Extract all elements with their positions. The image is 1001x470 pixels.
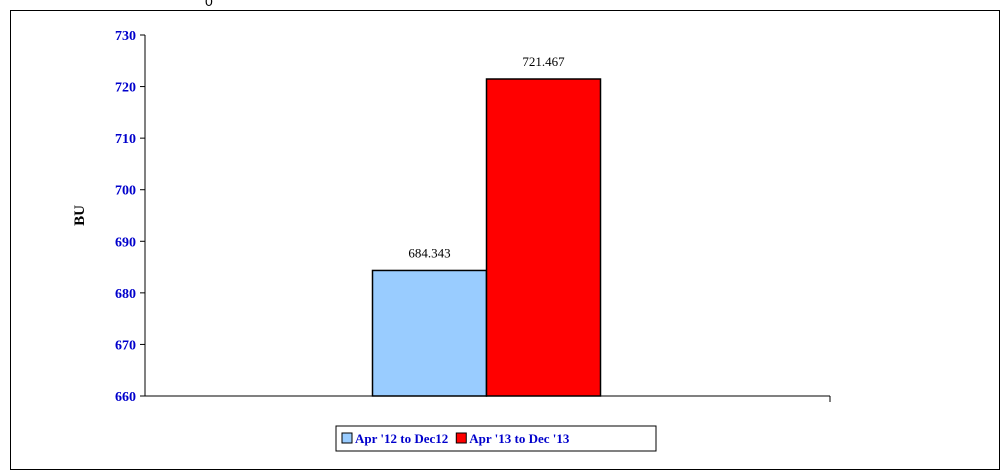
data-label-1: 684.343 bbox=[408, 245, 450, 260]
y-axis-title: BU bbox=[72, 205, 88, 226]
legend-swatch-1 bbox=[341, 432, 353, 444]
legend-label-1: Apr '12 to Dec12 bbox=[355, 431, 448, 446]
y-tick-label: 710 bbox=[115, 132, 136, 147]
y-tick-label: 690 bbox=[115, 235, 136, 250]
y-tick-label: 680 bbox=[115, 287, 136, 302]
y-tick-label: 720 bbox=[115, 81, 136, 96]
y-tick-label: 700 bbox=[115, 184, 136, 199]
y-tick-label: 660 bbox=[115, 390, 136, 405]
legend-box bbox=[335, 425, 657, 452]
bar-1 bbox=[371, 269, 488, 397]
bar-2 bbox=[485, 78, 602, 397]
data-labels: 684.343 721.467 bbox=[408, 54, 565, 260]
y-tick-label: 670 bbox=[115, 338, 136, 353]
top-note: 0 bbox=[205, 0, 213, 9]
legend-swatch-2 bbox=[455, 432, 467, 444]
legend: Apr '12 to Dec12 Apr '13 to Dec '13 bbox=[335, 425, 657, 452]
legend-label-2: Apr '13 to Dec '13 bbox=[469, 431, 570, 446]
y-tick-label: 730 bbox=[115, 29, 136, 44]
bars bbox=[371, 78, 602, 397]
data-label-2: 721.467 bbox=[522, 54, 565, 69]
